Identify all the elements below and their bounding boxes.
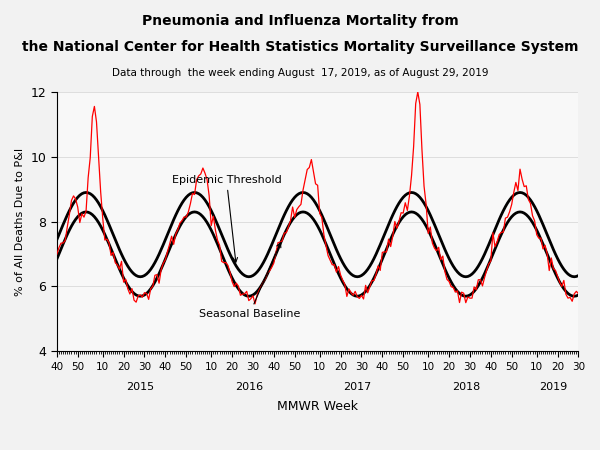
- Text: 2015: 2015: [126, 382, 154, 392]
- Text: Pneumonia and Influenza Mortality from: Pneumonia and Influenza Mortality from: [142, 14, 458, 27]
- Text: Epidemic Threshold: Epidemic Threshold: [172, 175, 281, 262]
- Text: 2019: 2019: [539, 382, 568, 392]
- Text: the National Center for Health Statistics Mortality Surveillance System: the National Center for Health Statistic…: [22, 40, 578, 54]
- X-axis label: MMWR Week: MMWR Week: [277, 400, 358, 413]
- Text: 2016: 2016: [235, 382, 263, 392]
- Text: 2017: 2017: [343, 382, 371, 392]
- Text: Data through  the week ending August  17, 2019, as of August 29, 2019: Data through the week ending August 17, …: [112, 68, 488, 77]
- Text: Seasonal Baseline: Seasonal Baseline: [199, 243, 300, 319]
- Y-axis label: % of All Deaths Due to P&I: % of All Deaths Due to P&I: [15, 148, 25, 296]
- Text: 2018: 2018: [452, 382, 480, 392]
